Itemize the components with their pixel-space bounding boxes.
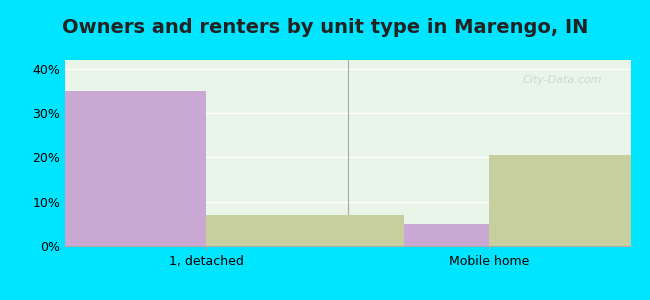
Text: Owners and renters by unit type in Marengo, IN: Owners and renters by unit type in Maren…: [62, 18, 588, 37]
Bar: [291, 224, 489, 246]
Bar: [8, 91, 207, 246]
Bar: [207, 215, 404, 246]
Bar: [489, 155, 650, 246]
Text: City-Data.com: City-Data.com: [523, 75, 602, 85]
